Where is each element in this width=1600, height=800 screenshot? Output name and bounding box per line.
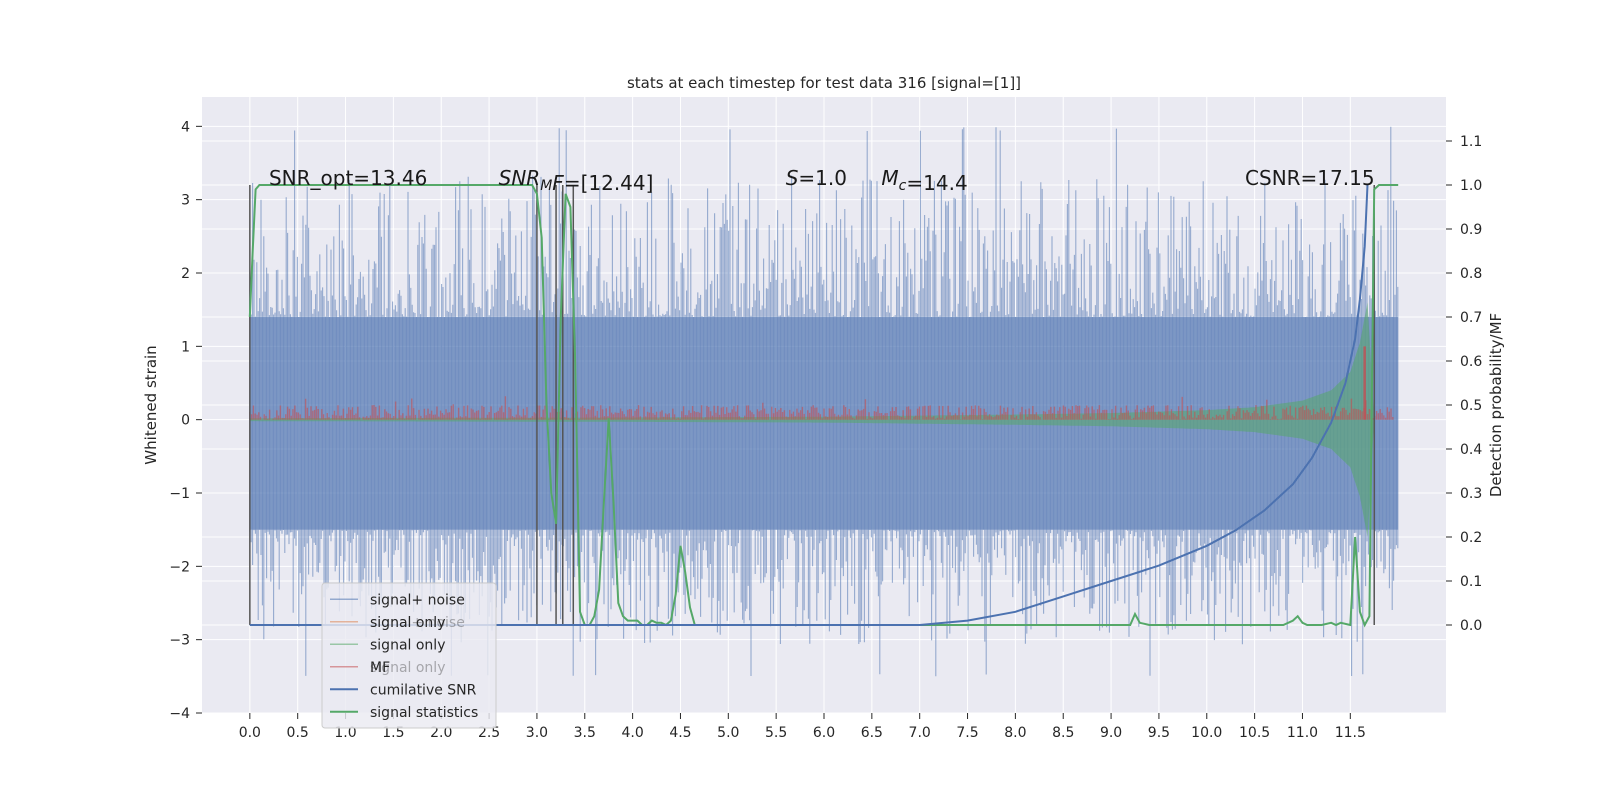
x-tick-label: 10.5 <box>1239 725 1270 741</box>
annotation-part: =1.0 <box>798 166 847 190</box>
annotation-text: CSNR=17.15 <box>1245 166 1375 190</box>
y-right-tick-label: 1.1 <box>1460 134 1482 150</box>
x-tick-label: 2.5 <box>478 725 500 741</box>
annotation-part: SNR <box>499 166 541 190</box>
y-left-tick-label: −2 <box>169 559 190 575</box>
x-tick-label: 1.0 <box>334 725 356 741</box>
y-right-tick-label: 0.9 <box>1460 222 1482 238</box>
chart-title: stats at each timestep for test data 316… <box>627 74 1021 92</box>
x-tick-label: 0.5 <box>287 725 309 741</box>
x-tick-label: 8.0 <box>1004 725 1026 741</box>
annotation-part: =14.4 <box>906 171 967 195</box>
signal-statistics-line <box>248 184 1399 628</box>
x-tick-label: 5.5 <box>765 725 787 741</box>
x-tick-label: 4.0 <box>621 725 643 741</box>
y-right-tick-label: 0.0 <box>1460 618 1482 634</box>
y-right-tick-label: 0.8 <box>1460 266 1482 282</box>
y-left-tick-label: −3 <box>169 633 190 649</box>
y-left-tick-label: −4 <box>169 706 190 722</box>
legend-box <box>321 582 497 729</box>
x-tick-label: 11.0 <box>1287 725 1318 741</box>
cumilative-snr-line <box>249 184 1369 626</box>
x-tick-label: 2.0 <box>430 725 452 741</box>
x-tick-label: 9.5 <box>1148 725 1170 741</box>
y-left-tick-label: 0 <box>181 413 190 429</box>
y-right-tick-label: 0.2 <box>1460 530 1482 546</box>
x-tick-label: 7.0 <box>909 725 931 741</box>
y-right-axis-ticks: 0.0 0.1 0.2 0.3 0.4 0.5 0.6 0.7 0.8 0.9 1.0 1.1 <box>1446 134 1482 634</box>
legend-label: signal only <box>370 637 445 653</box>
x-tick-label: 8.5 <box>1052 725 1074 741</box>
y-left-tick-label: 4 <box>181 119 190 135</box>
y-left-tick-label: 1 <box>181 339 190 355</box>
x-axis-ticks: 0.0 0.5 1.0 1.5 2.0 2.5 3.0 3.5 4.0 4.5 5.0 5.5 6.0 6… <box>239 713 1366 741</box>
annotation-text: Mc=14.4 <box>881 166 967 195</box>
x-tick-label: 10.0 <box>1191 725 1222 741</box>
y-right-tick-label: 0.1 <box>1460 574 1482 590</box>
x-tick-label: 0.0 <box>239 725 261 741</box>
x-tick-label: 11.5 <box>1335 725 1366 741</box>
annotation-text: S=1.0 <box>786 166 847 190</box>
legend-ghost-text: signal+ noise <box>370 615 465 631</box>
x-tick-label: 3.5 <box>574 725 596 741</box>
vertical-markers <box>249 185 1375 625</box>
annotation-part: M <box>881 166 898 190</box>
annotation-part: F <box>552 171 564 195</box>
legend-label: cumilative SNR <box>370 682 477 698</box>
annotation-part: =[12.44] <box>564 171 654 195</box>
legend-label: signal+ noise <box>370 592 465 608</box>
x-tick-label: 3.0 <box>526 725 548 741</box>
annotation-part: c <box>899 178 907 194</box>
y-left-axis-ticks: −4 −3 −2 −1 0 1 2 3 4 <box>169 119 202 722</box>
statistic-lines <box>248 184 1399 628</box>
annotation-part: CSNR=17.15 <box>1245 166 1375 190</box>
y-left-axis-label: Whitened strain <box>142 345 160 464</box>
annotation-text: SNR_opt=13.46 <box>269 166 427 190</box>
y-right-tick-label: 1.0 <box>1460 178 1482 194</box>
y-right-tick-label: 0.3 <box>1460 486 1482 502</box>
legend-label: MF <box>370 660 390 676</box>
y-right-tick-label: 0.4 <box>1460 442 1482 458</box>
x-tick-label: 9.0 <box>1100 725 1122 741</box>
y-left-tick-label: 2 <box>181 266 190 282</box>
x-tick-label: 1.5 <box>382 725 404 741</box>
annotation-part: M <box>540 178 552 194</box>
y-right-tick-label: 0.7 <box>1460 310 1482 326</box>
y-left-tick-label: −1 <box>169 486 190 502</box>
x-tick-label: 6.5 <box>861 725 883 741</box>
annotations: SNR_opt=13.46 SNRMF=[12.44] S=1.0 Mc=14.4 CS… <box>269 166 1375 195</box>
annotation-part: SNR_opt=13.46 <box>269 166 427 190</box>
legend-label: signal only <box>370 615 445 631</box>
x-tick-label: 6.0 <box>813 725 835 741</box>
x-tick-label: 7.5 <box>956 725 978 741</box>
y-right-axis-label: Detection probability/MF <box>1487 313 1505 497</box>
x-tick-label: 4.5 <box>669 725 691 741</box>
x-tick-label: 5.0 <box>717 725 739 741</box>
annotation-text: SNRMF=[12.44] <box>499 166 654 195</box>
y-right-tick-label: 0.5 <box>1460 398 1482 414</box>
legend-ghost-text: signal only <box>370 660 445 676</box>
annotation-part: S <box>786 166 799 190</box>
y-right-tick-label: 0.6 <box>1460 354 1482 370</box>
y-left-tick-label: 3 <box>181 193 190 209</box>
legend-label: signal statistics <box>370 705 478 721</box>
